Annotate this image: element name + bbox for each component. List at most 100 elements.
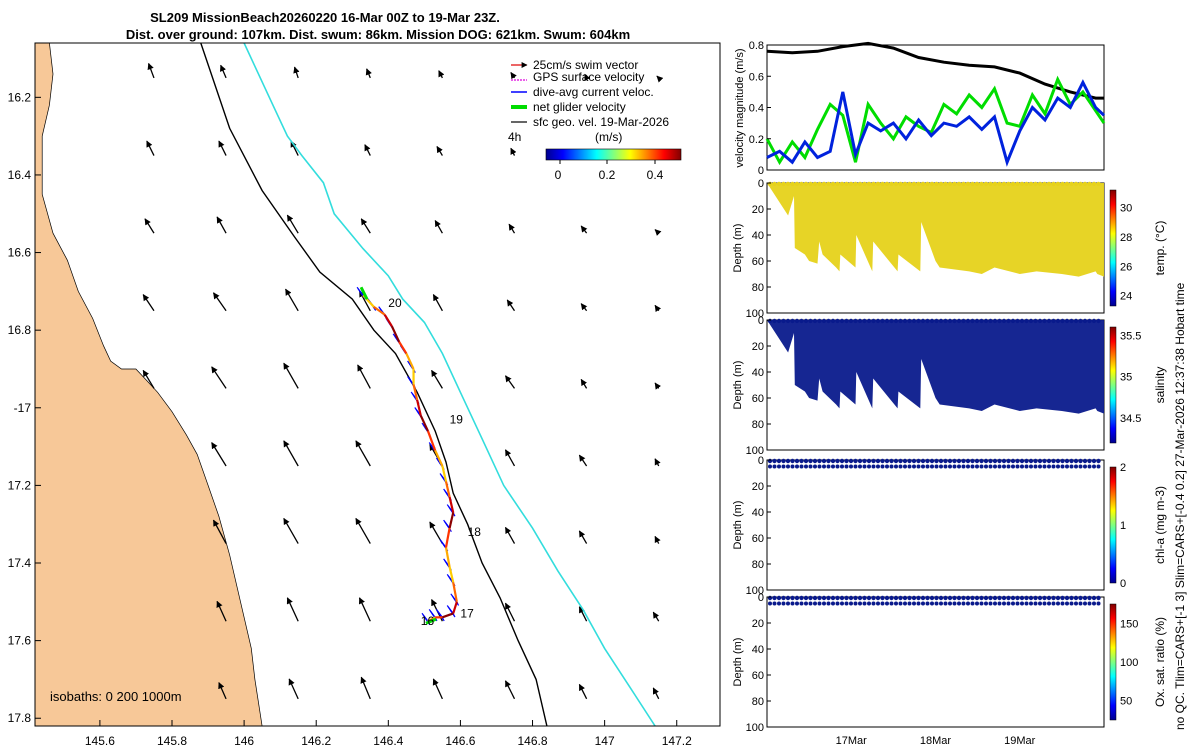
colorbar-title: (m/s)	[595, 130, 622, 144]
velocity-vector	[220, 64, 227, 79]
surface-sample	[911, 458, 917, 464]
shallow-sample	[943, 601, 948, 606]
shallow-sample	[1042, 464, 1047, 469]
surface-sample	[1069, 595, 1074, 601]
shallow-sample	[1056, 464, 1060, 469]
depth-tick-label: 0	[758, 592, 764, 604]
track-segment	[398, 341, 408, 355]
shallow-sample	[907, 464, 912, 469]
velocity-vector	[286, 597, 299, 622]
surface-sample	[781, 458, 786, 464]
cbar-tick-label: 1	[1120, 520, 1126, 532]
cbar-tick-label: 0	[1120, 578, 1126, 590]
shallow-sample	[826, 601, 831, 606]
surface-sample	[1069, 458, 1074, 464]
shallow-sample	[952, 464, 957, 469]
vel-ytick-label: 0.8	[749, 40, 764, 52]
velocity-vector	[654, 382, 662, 390]
legend-item-3: net glider velocity	[533, 100, 626, 114]
velocity-vector	[146, 140, 155, 156]
shallow-sample	[1002, 601, 1006, 606]
oxygen-section: 0 20 40 60 80 100 Depth (m) 50 100 150 Ox. sat. ra…	[732, 592, 1167, 734]
shallow-sample	[1002, 464, 1006, 469]
surface-sample	[929, 595, 935, 601]
surface-sample	[844, 595, 849, 601]
chlorophyll-section-colorbar	[1109, 466, 1117, 584]
velocity-vector	[504, 375, 516, 389]
shallow-sample	[826, 464, 831, 469]
isobath-200m	[200, 43, 548, 726]
surface-sample	[943, 458, 948, 464]
surface-sample	[925, 595, 930, 601]
map-legend: 25cm/s swim vector GPS surface velocity …	[508, 58, 682, 182]
shallow-sample	[777, 464, 781, 469]
velocity-vector	[283, 517, 299, 544]
surface-sample	[776, 458, 782, 464]
surface-velocity-vectors	[142, 62, 664, 700]
shallow-sample	[1020, 601, 1024, 606]
glider-track-map: 145.6 145.8 146 146.2 146.4 146.6 146.8 147 147.…	[8, 42, 721, 748]
surface-sample	[866, 595, 872, 601]
surface-sample	[889, 458, 894, 464]
surface-sample	[1015, 458, 1020, 464]
shallow-sample	[939, 464, 943, 469]
shallow-sample	[786, 464, 790, 469]
surface-sample	[1096, 458, 1101, 464]
surface-sample	[907, 595, 912, 601]
velocity-vector	[654, 304, 662, 313]
surface-sample	[767, 595, 773, 601]
oxygen-section-cbar-label: Ox. sat. ratio (%)	[1153, 617, 1167, 707]
surface-sample	[790, 595, 795, 601]
shallow-sample	[871, 464, 876, 469]
isobath-1000m	[243, 43, 656, 726]
shallow-sample	[768, 601, 772, 606]
shallow-sample	[831, 601, 835, 606]
shallow-sample	[1087, 601, 1092, 606]
chlorophyll-section-cbar-label: chl-a (mg m-3)	[1153, 486, 1167, 564]
surface-sample	[821, 458, 827, 464]
surface-sample	[1082, 595, 1088, 601]
surface-sample	[1078, 595, 1083, 601]
shallow-sample	[795, 464, 799, 469]
shallow-sample	[970, 601, 975, 606]
surface-sample	[1042, 458, 1047, 464]
shallow-sample	[993, 464, 997, 469]
track-segment	[448, 512, 455, 529]
velocity-vector	[212, 519, 227, 544]
depth-tick-label: 0	[758, 178, 764, 190]
cbar-tick-label: 100	[1120, 657, 1138, 669]
surface-sample	[961, 458, 966, 464]
map-x-ticks: 145.6 145.8 146 146.2 146.4 146.6 146.8 147 147.…	[85, 720, 692, 748]
shallow-sample	[844, 464, 849, 469]
shallow-sample	[898, 464, 903, 469]
shallow-sample	[979, 464, 984, 469]
shallow-sample	[862, 464, 867, 469]
surface-sample	[889, 595, 894, 601]
surface-sample	[1006, 595, 1011, 601]
shallow-sample	[1038, 601, 1042, 606]
map-ytick-label: 16.8	[8, 323, 32, 337]
surface-sample	[853, 595, 858, 601]
velocity-vector	[211, 366, 227, 389]
map-xtick-label: 146	[234, 734, 254, 748]
map-xtick-label: 146.4	[373, 734, 403, 748]
day-label-1: 19	[450, 412, 464, 426]
velocity-vector	[578, 683, 588, 700]
shallow-sample	[912, 601, 916, 606]
cbar-tick-label: 2	[1120, 462, 1126, 474]
surface-sample	[1073, 458, 1079, 464]
surface-sample	[1010, 595, 1016, 601]
shallow-sample	[799, 601, 804, 606]
velocity-vector	[147, 62, 155, 79]
shallow-sample	[966, 464, 970, 469]
surface-sample	[1096, 595, 1101, 601]
velocity-vector	[218, 140, 227, 156]
surface-sample	[1064, 458, 1070, 464]
depth-tick-label: 40	[752, 644, 764, 656]
surface-sample	[970, 458, 975, 464]
shallow-sample	[1060, 601, 1065, 606]
surface-sample	[839, 595, 845, 601]
legend-item-0: 25cm/s swim vector	[533, 58, 638, 72]
shallow-sample	[790, 464, 795, 469]
shallow-sample	[867, 464, 871, 469]
